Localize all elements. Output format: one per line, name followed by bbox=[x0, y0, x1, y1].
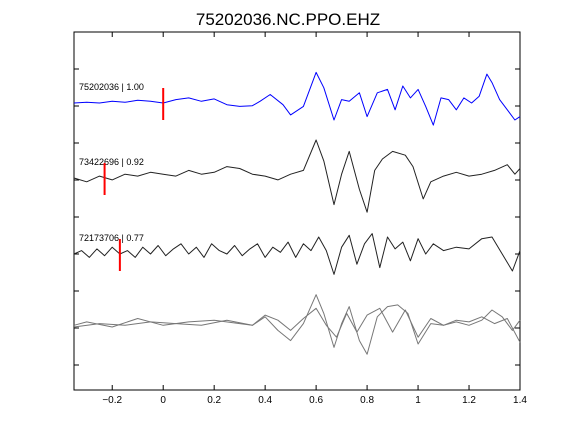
waveform-line bbox=[73, 307, 521, 343]
waveform-line bbox=[73, 294, 521, 355]
x-tick-label: 1 bbox=[415, 395, 421, 406]
x-tick-label: 1.2 bbox=[462, 395, 476, 406]
waveform-line bbox=[73, 71, 521, 126]
waveform-line bbox=[73, 233, 521, 275]
x-tick-label: 1.4 bbox=[513, 395, 527, 406]
x-tick-label: 0.4 bbox=[258, 395, 272, 406]
axis-ticks: −0.2 0 0.2 0.4 0.6 0.8 1 1.2 1.4 bbox=[74, 32, 527, 406]
trace-label: 73422696 | 0.92 bbox=[79, 157, 144, 167]
plot-frame bbox=[73, 31, 521, 391]
x-tick-label: 0.6 bbox=[309, 395, 323, 406]
waveform-traces: 73422696 | 0.92 72173706 | 0.77 75202036 |… bbox=[73, 71, 521, 355]
x-tick-label: 0.8 bbox=[360, 395, 374, 406]
trace-label: 72173706 | 0.77 bbox=[79, 233, 144, 243]
trace-label: 75202036 | 1.00 bbox=[79, 82, 144, 92]
x-tick-label: −0.2 bbox=[102, 395, 122, 406]
x-tick-label: 0 bbox=[160, 395, 166, 406]
x-tick-label: 0.2 bbox=[207, 395, 221, 406]
waveform-line bbox=[73, 139, 521, 213]
chart-title: 75202036.NC.PPO.EHZ bbox=[196, 10, 380, 29]
